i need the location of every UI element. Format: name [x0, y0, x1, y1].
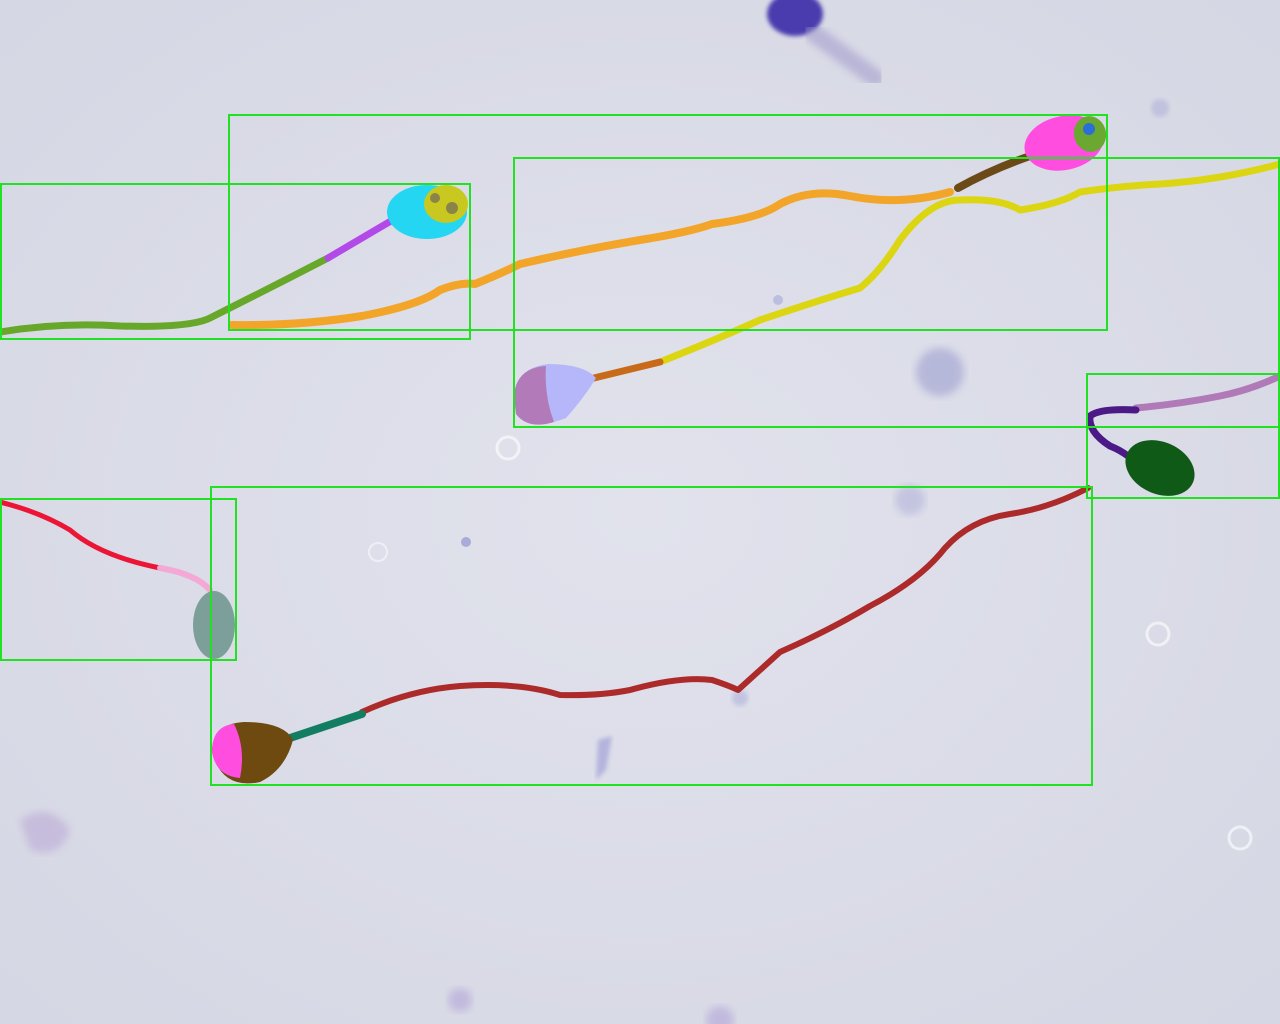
sperm-lavender-midpiece	[590, 358, 664, 382]
sperm-brown-tail	[359, 485, 1091, 715]
sperm-cyan-vacuole-2	[446, 202, 458, 214]
bbox-sperm-5	[0, 498, 237, 661]
bubble-1	[495, 435, 521, 461]
bbox-sperm-3	[513, 157, 1280, 428]
bbox-sperm-2	[228, 114, 1108, 331]
sperm-magenta-vacuole	[1083, 123, 1095, 135]
sperm-brown	[212, 485, 1091, 784]
sperm-lavender-acrosome	[514, 366, 554, 425]
debris-blob-2	[895, 485, 925, 515]
stained-cell-top-tail	[803, 23, 884, 87]
bbox-sperm-1	[0, 183, 471, 340]
bubble-3	[1227, 825, 1253, 851]
debris-smudge-2	[596, 736, 612, 780]
bounding-boxes	[0, 114, 1280, 786]
sperm-cyan-acrosome	[424, 185, 468, 223]
debris-blob-3	[1151, 99, 1169, 117]
sperm-brown-midpiece	[286, 710, 366, 742]
debris-blob-5	[773, 295, 783, 305]
sperm-lavender	[514, 160, 1280, 425]
sperm-cyan-tail	[0, 254, 332, 336]
bubble-2	[1145, 621, 1171, 647]
sperm-cyan-vacuole-1	[430, 193, 440, 203]
sperm-darkgreen	[1086, 372, 1280, 496]
sperm-teal-tail	[0, 499, 163, 571]
sperm-magenta-tail	[228, 188, 954, 330]
debris-blob-4	[461, 537, 471, 547]
sperm-lavender-tail	[656, 160, 1280, 366]
bbox-sperm-4	[1086, 373, 1280, 499]
bbox-sperm-6	[210, 486, 1093, 786]
sperm-teal	[0, 499, 235, 659]
sperm-cyan	[0, 185, 468, 336]
sperm-teal-midpiece	[157, 565, 213, 593]
sperm-brown-acrosome	[212, 724, 242, 778]
sperm-cyan-midpiece	[324, 214, 400, 262]
debris-blob-6	[448, 988, 472, 1012]
debris-blob-7	[732, 690, 748, 706]
sperm-darkgreen-tail	[1132, 372, 1280, 412]
bubble-4	[368, 542, 388, 562]
debris-smudge-1	[20, 812, 70, 853]
sperm-darkgreen-head	[1125, 440, 1195, 496]
background-debris	[20, 0, 1253, 1024]
sperm-darkgreen-midpiece	[1086, 406, 1140, 460]
debris-blob-1	[916, 348, 964, 396]
debris-blob-8	[706, 1006, 734, 1024]
sperm-teal-head	[193, 591, 235, 659]
